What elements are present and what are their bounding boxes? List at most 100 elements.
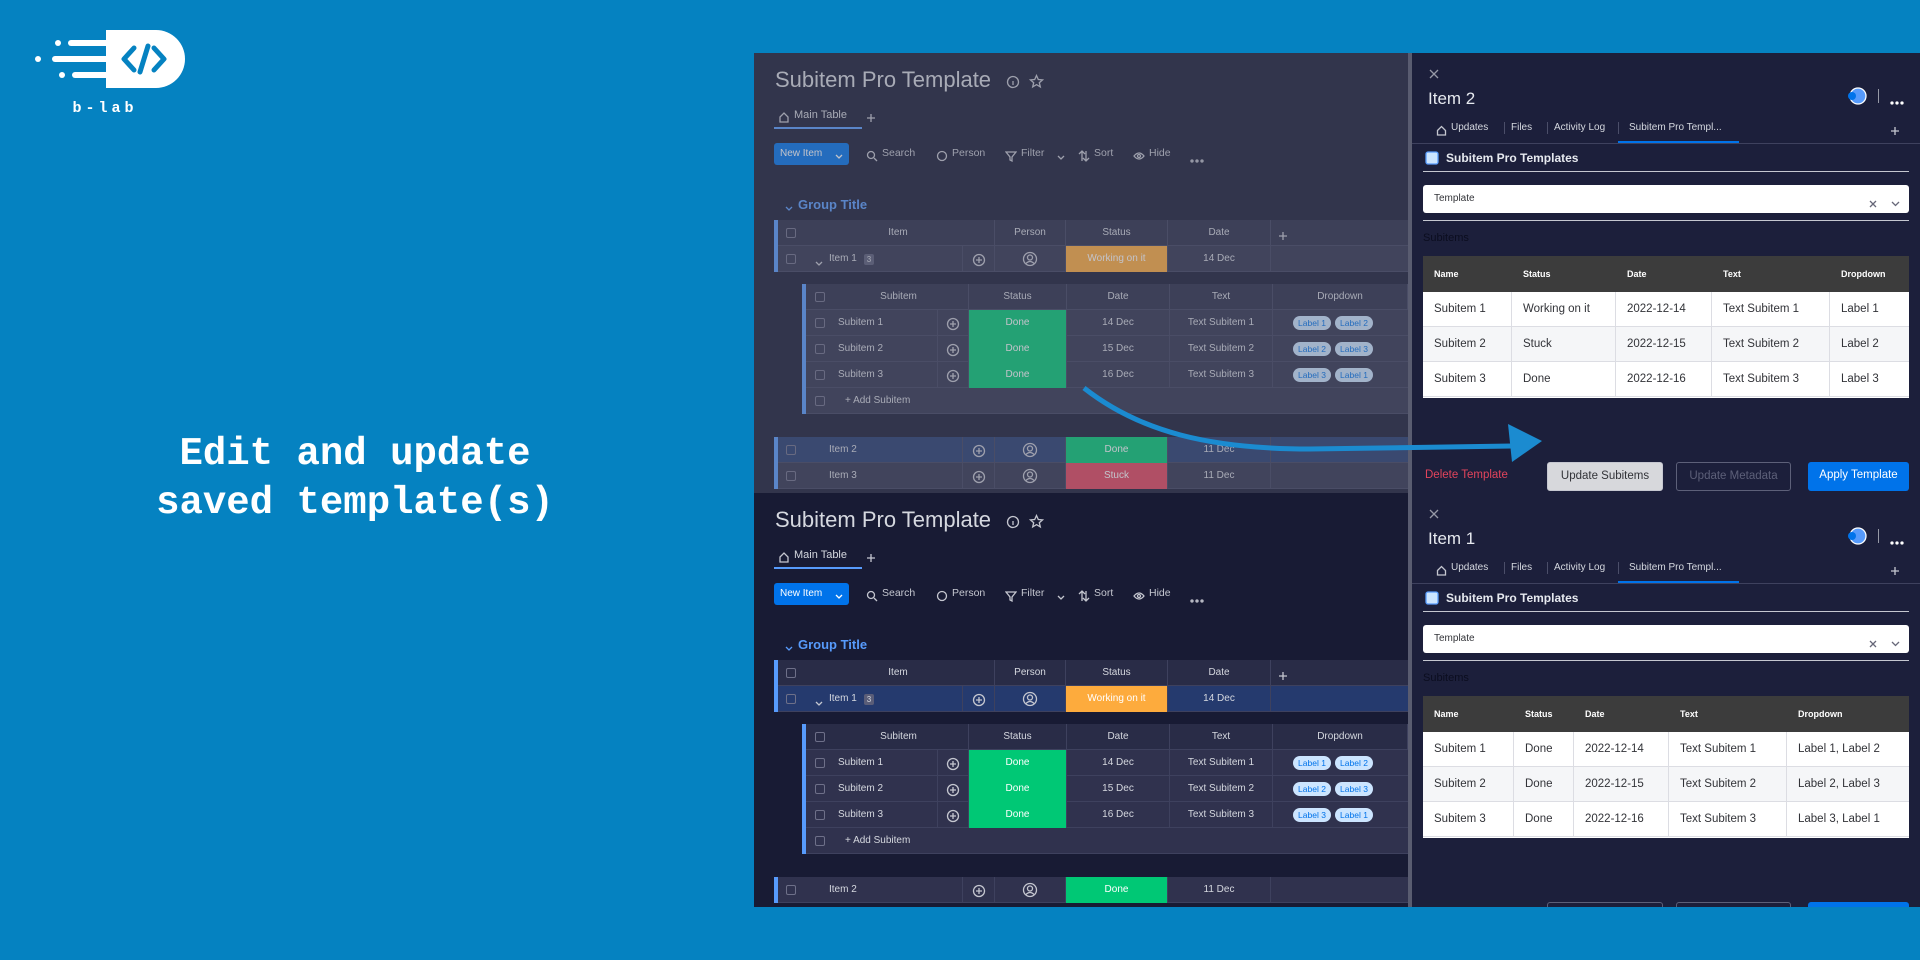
checkbox[interactable] (815, 344, 825, 354)
group-title[interactable]: Group Title (798, 197, 868, 212)
toolbar-button[interactable]: Hide (1149, 587, 1171, 599)
checkbox[interactable] (815, 784, 825, 794)
panel-tab[interactable]: Files (1511, 562, 1533, 573)
subitem-name[interactable]: Subitem 2 (838, 343, 884, 354)
checkbox[interactable] (815, 396, 825, 406)
tab-separator (1547, 122, 1548, 134)
view-tab[interactable]: Main Table (794, 549, 847, 561)
checkbox[interactable] (786, 885, 796, 895)
checkbox[interactable] (786, 471, 796, 481)
panel-tab[interactable]: Activity Log (1554, 122, 1606, 133)
action-button[interactable]: Update Subitems (1547, 462, 1663, 491)
toolbar-button[interactable]: Filter (1021, 147, 1045, 159)
checkbox[interactable] (815, 836, 825, 846)
label-chip[interactable]: Label 3 (1293, 808, 1331, 822)
item-name[interactable]: Item 2 (829, 884, 857, 895)
label-chip[interactable]: Label 3 (1335, 782, 1373, 796)
label-chip[interactable]: Label 1 (1293, 316, 1331, 330)
label-chip[interactable]: Label 1 (1335, 368, 1373, 382)
checkbox[interactable] (815, 732, 825, 742)
icon (1436, 123, 1447, 136)
toolbar-button[interactable]: Person (952, 587, 986, 599)
panel-tab[interactable]: Subitem Pro Templ... (1629, 562, 1722, 573)
panel-tab[interactable]: Activity Log (1554, 562, 1606, 573)
new-item-button[interactable]: New Item (774, 143, 849, 165)
logo-icon (35, 30, 185, 88)
group-bar (774, 660, 778, 712)
checkbox[interactable] (815, 370, 825, 380)
toolbar-button[interactable]: Sort (1094, 587, 1114, 599)
panel-tab[interactable]: Updates (1451, 122, 1489, 133)
row: Subitem 1 Done 14 Dec Text Subitem 1 Label 1… (806, 310, 1408, 336)
toolbar-button[interactable]: Search (882, 147, 916, 159)
item-name[interactable]: Item 3 (829, 470, 857, 481)
template-select[interactable]: Template (1423, 185, 1909, 213)
cell: Label 1 Label 2 (1273, 310, 1408, 336)
toolbar-button[interactable]: Person (952, 147, 986, 159)
checkbox[interactable] (786, 228, 796, 238)
subitem-name[interactable]: Subitem 1 (838, 757, 884, 768)
label-chip[interactable]: Label 3 (1293, 368, 1331, 382)
toolbar-button[interactable]: Search (882, 587, 916, 599)
label-chip[interactable]: Label 2 (1335, 316, 1373, 330)
icon (1190, 151, 1204, 163)
action-button[interactable]: Delete Template (1425, 902, 1525, 907)
toolbar-button[interactable]: Hide (1149, 147, 1171, 159)
row: Item 3 Stuck 11 Dec (778, 463, 1408, 489)
label-chip[interactable]: Label 1 (1335, 808, 1373, 822)
checkbox[interactable] (815, 758, 825, 768)
cell: 11 Dec (1168, 463, 1271, 489)
label-chip[interactable]: Label 3 (1335, 342, 1373, 356)
icon (866, 149, 878, 162)
subitem-name[interactable]: Subitem 2 (838, 783, 884, 794)
add-subitem[interactable]: + Add Subitem (845, 835, 911, 846)
checkbox[interactable] (786, 445, 796, 455)
checkbox[interactable] (815, 292, 825, 302)
cell (995, 437, 1066, 463)
new-item-button[interactable]: New Item (774, 583, 849, 605)
table-cell: Done (1514, 767, 1574, 802)
checkbox[interactable] (815, 318, 825, 328)
button-label[interactable]: New Item (780, 588, 823, 599)
action-button[interactable]: Apply Template (1808, 902, 1909, 907)
panel-tab[interactable]: Files (1511, 122, 1533, 133)
group-title[interactable]: Group Title (798, 637, 868, 652)
icon (866, 550, 876, 562)
icon (1890, 533, 1904, 545)
action-button[interactable]: Update Subitems (1547, 902, 1663, 907)
label-chip[interactable]: Label 2 (1293, 782, 1331, 796)
row: Item Person Status Date (778, 660, 1408, 686)
checkbox[interactable] (786, 668, 796, 678)
label-chip[interactable]: Label 2 (1335, 756, 1373, 770)
checkbox[interactable] (786, 254, 796, 264)
add-subitem[interactable]: + Add Subitem (845, 395, 911, 406)
panel-tab[interactable]: Updates (1451, 562, 1489, 573)
panel-tab[interactable]: Subitem Pro Templ... (1629, 122, 1722, 133)
item-name[interactable]: Item 1 (829, 253, 857, 264)
subitem-name[interactable]: Subitem 3 (838, 369, 884, 380)
subitem-name[interactable]: Subitem 3 (838, 809, 884, 820)
icon (1028, 73, 1045, 89)
item-name[interactable]: Item 2 (829, 444, 857, 455)
table-cell: Label 3, Label 1 (1798, 813, 1880, 825)
action-button[interactable]: Delete Template (1425, 469, 1508, 481)
toolbar-button[interactable]: Filter (1021, 587, 1045, 599)
action-button[interactable]: Apply Template (1808, 462, 1909, 491)
cell (995, 877, 1066, 903)
action-button[interactable]: Update Metadata (1676, 462, 1791, 491)
view-tab[interactable]: Main Table (794, 109, 847, 121)
checkbox[interactable] (786, 694, 796, 704)
item-name[interactable]: Item 1 (829, 693, 857, 704)
cell (938, 310, 969, 336)
action-button[interactable]: Update Metadata (1676, 902, 1791, 907)
cell: Subitem 3 (829, 362, 938, 388)
toolbar-button[interactable]: Sort (1094, 147, 1114, 159)
subitem-name[interactable]: Subitem 1 (838, 317, 884, 328)
divider (1878, 529, 1879, 543)
template-select[interactable]: Template (1423, 625, 1909, 653)
subitem-bar (802, 724, 806, 854)
button-label[interactable]: New Item (780, 148, 823, 159)
checkbox[interactable] (815, 810, 825, 820)
label-chip[interactable]: Label 1 (1293, 756, 1331, 770)
label-chip[interactable]: Label 2 (1293, 342, 1331, 356)
